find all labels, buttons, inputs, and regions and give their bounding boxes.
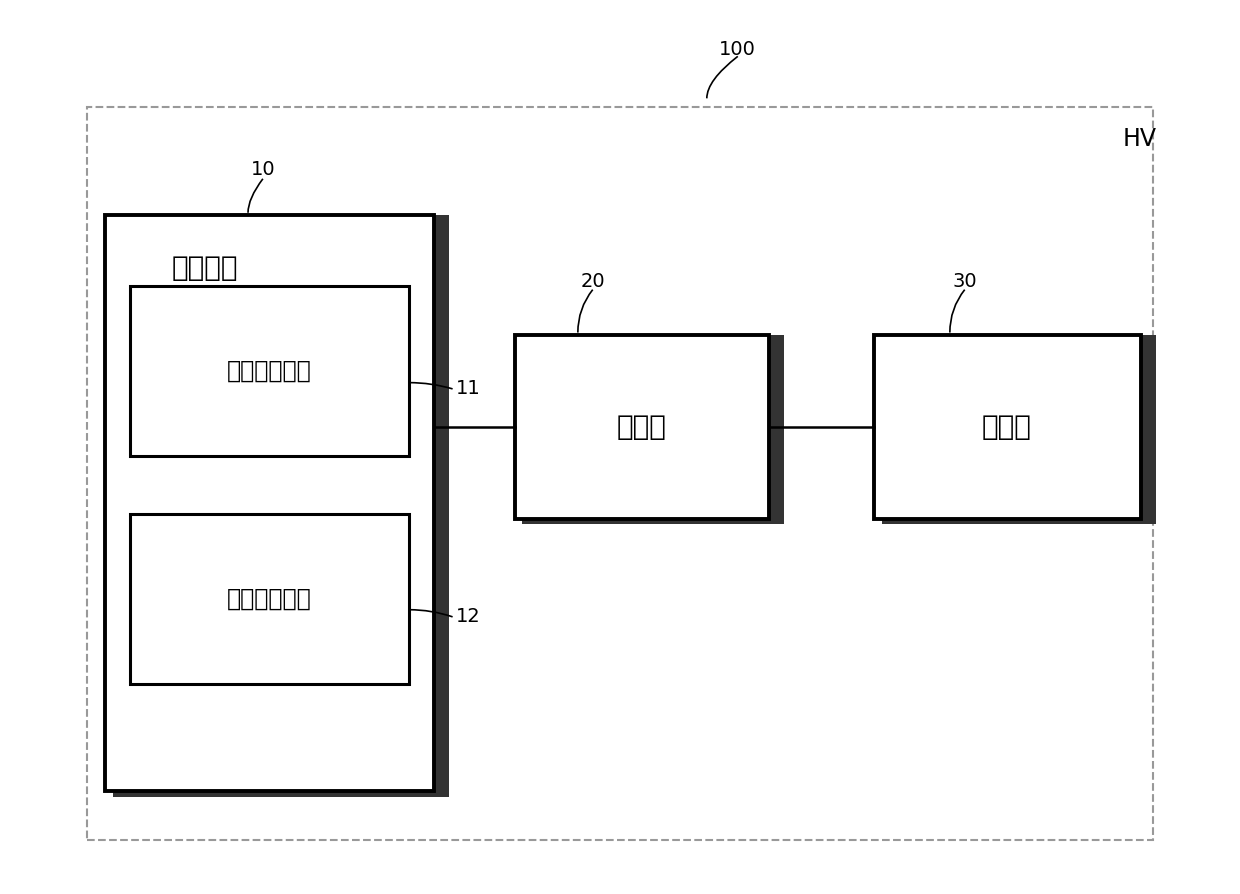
- Bar: [522, 513, 776, 524]
- Bar: [874, 335, 1141, 519]
- Bar: [515, 335, 769, 519]
- Text: 10: 10: [250, 160, 275, 180]
- Bar: [434, 215, 449, 797]
- Bar: [769, 335, 784, 524]
- Text: 20: 20: [580, 272, 605, 291]
- Bar: [409, 514, 422, 688]
- Text: 12: 12: [456, 607, 481, 627]
- Text: 30: 30: [952, 272, 977, 291]
- Bar: [130, 514, 409, 684]
- Text: 通信单元: 通信单元: [171, 254, 238, 283]
- Bar: [105, 215, 434, 791]
- Text: HV: HV: [1122, 127, 1156, 150]
- Bar: [1141, 335, 1156, 524]
- Bar: [882, 513, 1148, 524]
- Text: 第二通信模块: 第二通信模块: [227, 587, 311, 611]
- Text: 100: 100: [719, 39, 756, 59]
- Text: 控制器: 控制器: [616, 413, 666, 442]
- Bar: [87, 107, 1153, 840]
- Bar: [136, 451, 415, 460]
- Bar: [130, 286, 409, 456]
- Text: 11: 11: [456, 379, 481, 399]
- Bar: [113, 786, 441, 797]
- Bar: [136, 679, 415, 688]
- Text: 存储器: 存储器: [982, 413, 1032, 442]
- Text: 第一通信模块: 第一通信模块: [227, 359, 311, 383]
- Bar: [409, 286, 422, 460]
